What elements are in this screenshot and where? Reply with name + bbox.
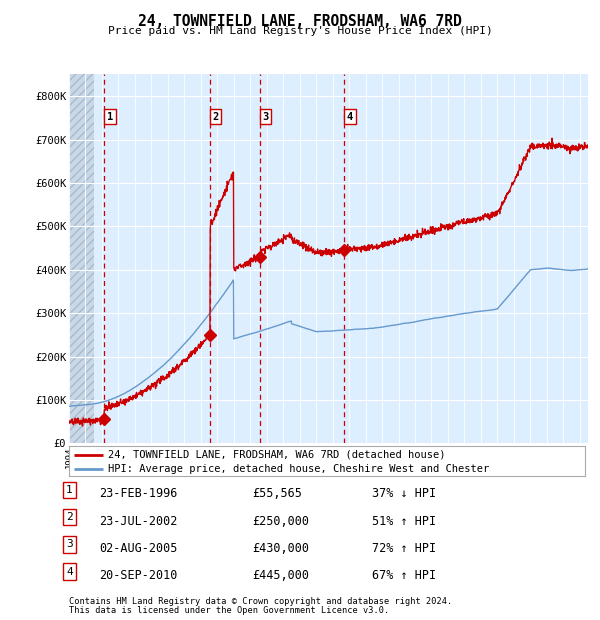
Text: 4: 4	[347, 112, 353, 122]
Text: £430,000: £430,000	[252, 542, 309, 555]
Text: 23-FEB-1996: 23-FEB-1996	[99, 487, 178, 500]
Bar	[69, 74, 94, 443]
Text: 1: 1	[66, 485, 73, 495]
Text: 67% ↑ HPI: 67% ↑ HPI	[372, 569, 436, 582]
Text: 51% ↑ HPI: 51% ↑ HPI	[372, 515, 436, 528]
Text: 72% ↑ HPI: 72% ↑ HPI	[372, 542, 436, 555]
Text: 02-AUG-2005: 02-AUG-2005	[99, 542, 178, 555]
Text: This data is licensed under the Open Government Licence v3.0.: This data is licensed under the Open Gov…	[69, 606, 389, 615]
Text: £445,000: £445,000	[252, 569, 309, 582]
Text: 3: 3	[66, 539, 73, 549]
Text: 2: 2	[66, 512, 73, 522]
Text: 23-JUL-2002: 23-JUL-2002	[99, 515, 178, 528]
Text: 24, TOWNFIELD LANE, FRODSHAM, WA6 7RD (detached house): 24, TOWNFIELD LANE, FRODSHAM, WA6 7RD (d…	[108, 450, 445, 460]
Text: 2: 2	[212, 112, 219, 122]
Text: 1: 1	[107, 112, 113, 122]
Text: 24, TOWNFIELD LANE, FRODSHAM, WA6 7RD: 24, TOWNFIELD LANE, FRODSHAM, WA6 7RD	[138, 14, 462, 29]
Text: £250,000: £250,000	[252, 515, 309, 528]
Text: 20-SEP-2010: 20-SEP-2010	[99, 569, 178, 582]
Text: Contains HM Land Registry data © Crown copyright and database right 2024.: Contains HM Land Registry data © Crown c…	[69, 597, 452, 606]
Text: HPI: Average price, detached house, Cheshire West and Chester: HPI: Average price, detached house, Ches…	[108, 464, 489, 474]
Text: 4: 4	[66, 567, 73, 577]
Text: 37% ↓ HPI: 37% ↓ HPI	[372, 487, 436, 500]
Text: 3: 3	[262, 112, 269, 122]
Text: Price paid vs. HM Land Registry's House Price Index (HPI): Price paid vs. HM Land Registry's House …	[107, 26, 493, 36]
Text: £55,565: £55,565	[252, 487, 302, 500]
